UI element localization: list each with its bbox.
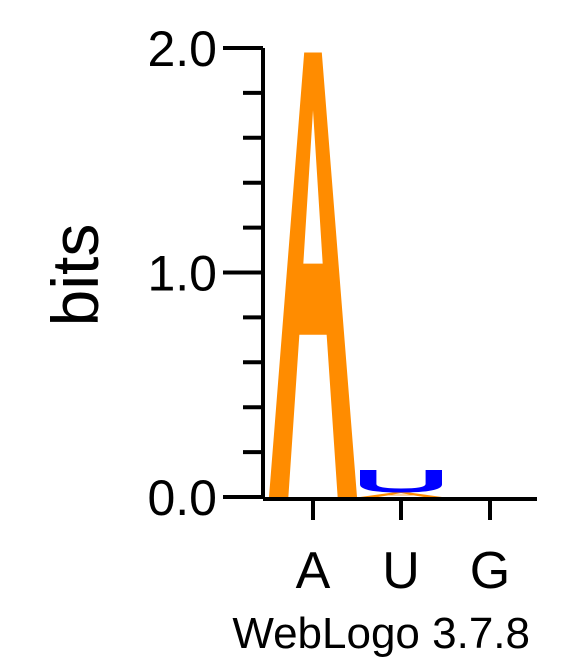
y-tick-label: 0.0 [147, 470, 217, 526]
letter-A-position-A [269, 52, 357, 498]
letter-U-position-U [360, 470, 442, 493]
y-ticks: 0.0 1.0 2.0 [147, 21, 263, 526]
y-axis-label: bits [38, 224, 112, 327]
weblogo-credit: WebLogo 3.7.8 [232, 609, 530, 658]
letter-stacks [269, 52, 442, 498]
x-tick-label: G [470, 542, 510, 600]
y-tick-label: 2.0 [147, 21, 217, 77]
x-tick-label: A [296, 542, 331, 600]
y-tick-label: 1.0 [147, 246, 217, 302]
letter-A-position-U [360, 492, 442, 497]
x-tick-label: U [382, 542, 420, 600]
